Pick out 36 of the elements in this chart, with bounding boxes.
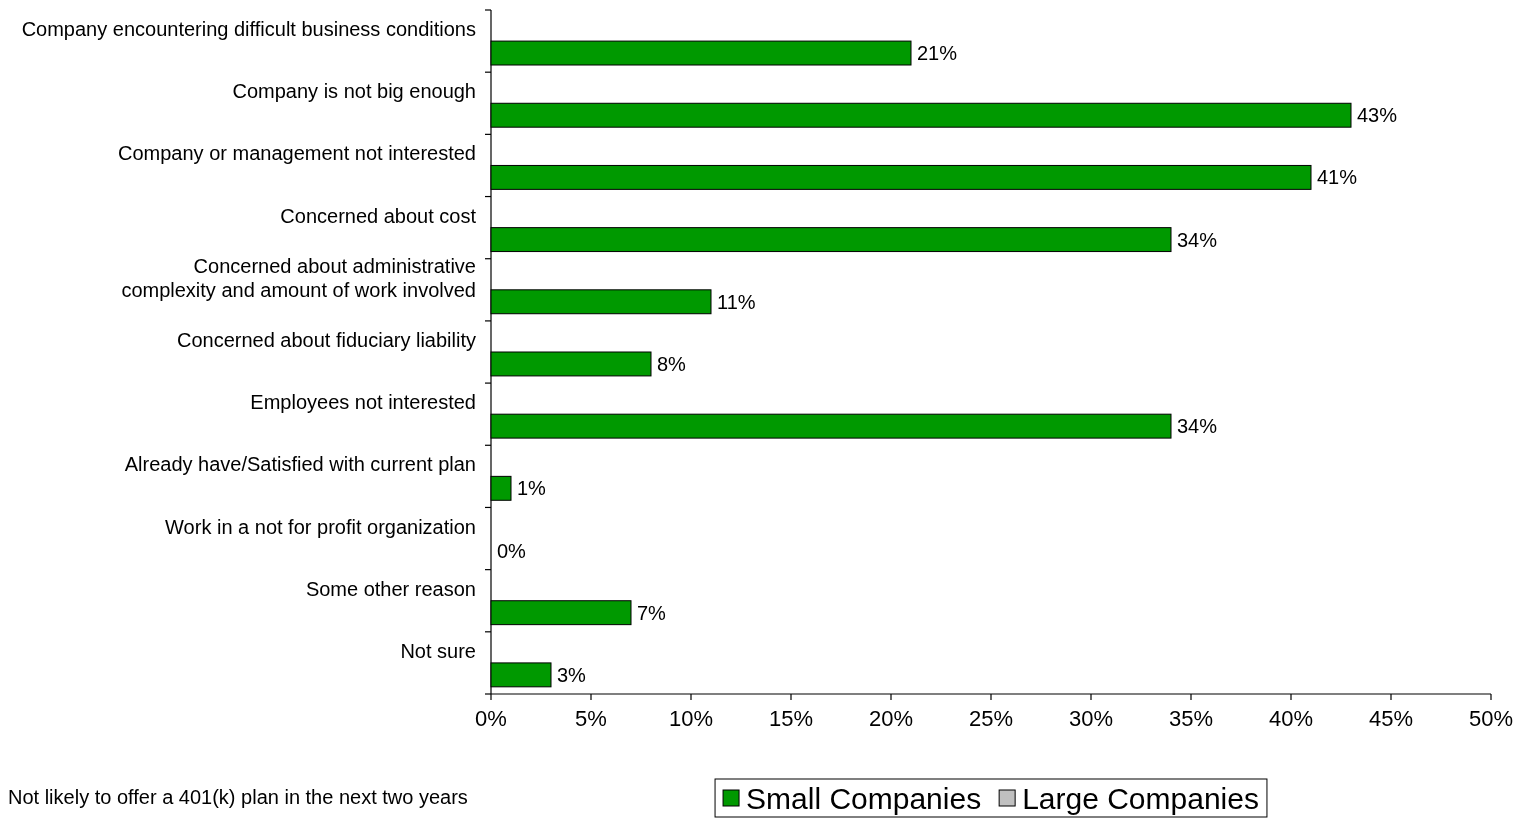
x-tick-label: 30% bbox=[1068, 705, 1114, 731]
data-label: 11% bbox=[717, 290, 756, 313]
text: Not likely to offer a 401(k) plan in the next two years bbox=[8, 786, 468, 808]
x-tick-label: 5% bbox=[575, 705, 607, 731]
x-tick-label: 25% bbox=[968, 705, 1014, 731]
y-tick-label: Concerned about fiduciary liability bbox=[176, 329, 476, 351]
x-tick-label: 15% bbox=[768, 705, 814, 731]
y-tick-label: Already have/Satisfied with current plan bbox=[124, 453, 476, 476]
x-tick-label: 0% bbox=[475, 705, 507, 731]
y-tick-label: Some other reason bbox=[305, 577, 476, 600]
x-tick-label: 10% bbox=[668, 705, 714, 731]
data-label: 0% bbox=[497, 539, 527, 562]
x-tick-label: 40% bbox=[1268, 705, 1314, 731]
data-label: 7% bbox=[637, 601, 667, 624]
data-label: 21% bbox=[917, 42, 958, 65]
data-label: 34% bbox=[1177, 415, 1218, 438]
y-tick-label: Concerned about administrative complexity and amount of work involved bbox=[121, 254, 476, 301]
y-tick-label: Company or management not interested bbox=[118, 142, 476, 165]
y-tick-label: Company encountering difficult business conditions bbox=[21, 18, 476, 41]
y-tick-label: Work in a not for profit organization bbox=[165, 515, 476, 538]
data-label: 1% bbox=[517, 477, 547, 500]
data-label: 34% bbox=[1177, 228, 1218, 251]
y-tick-label: Company is not big enough bbox=[232, 80, 476, 103]
y-tick-label: Not sure bbox=[400, 639, 476, 662]
data-label: 8% bbox=[657, 352, 687, 375]
data-label: 41% bbox=[1317, 166, 1358, 189]
data-label: 43% bbox=[1357, 104, 1398, 127]
x-tick-label: 50% bbox=[1468, 705, 1514, 731]
x-tick-label: 35% bbox=[1168, 705, 1214, 731]
x-tick-label: 20% bbox=[868, 705, 914, 731]
legend-label: Small Companies bbox=[746, 781, 982, 815]
y-tick-label: Concerned about cost bbox=[280, 204, 477, 227]
data-label: 3% bbox=[557, 663, 587, 686]
legend-label: Large Companies bbox=[1022, 781, 1259, 815]
y-tick-label: Employees not interested bbox=[250, 391, 476, 414]
x-tick-label: 45% bbox=[1368, 705, 1414, 731]
